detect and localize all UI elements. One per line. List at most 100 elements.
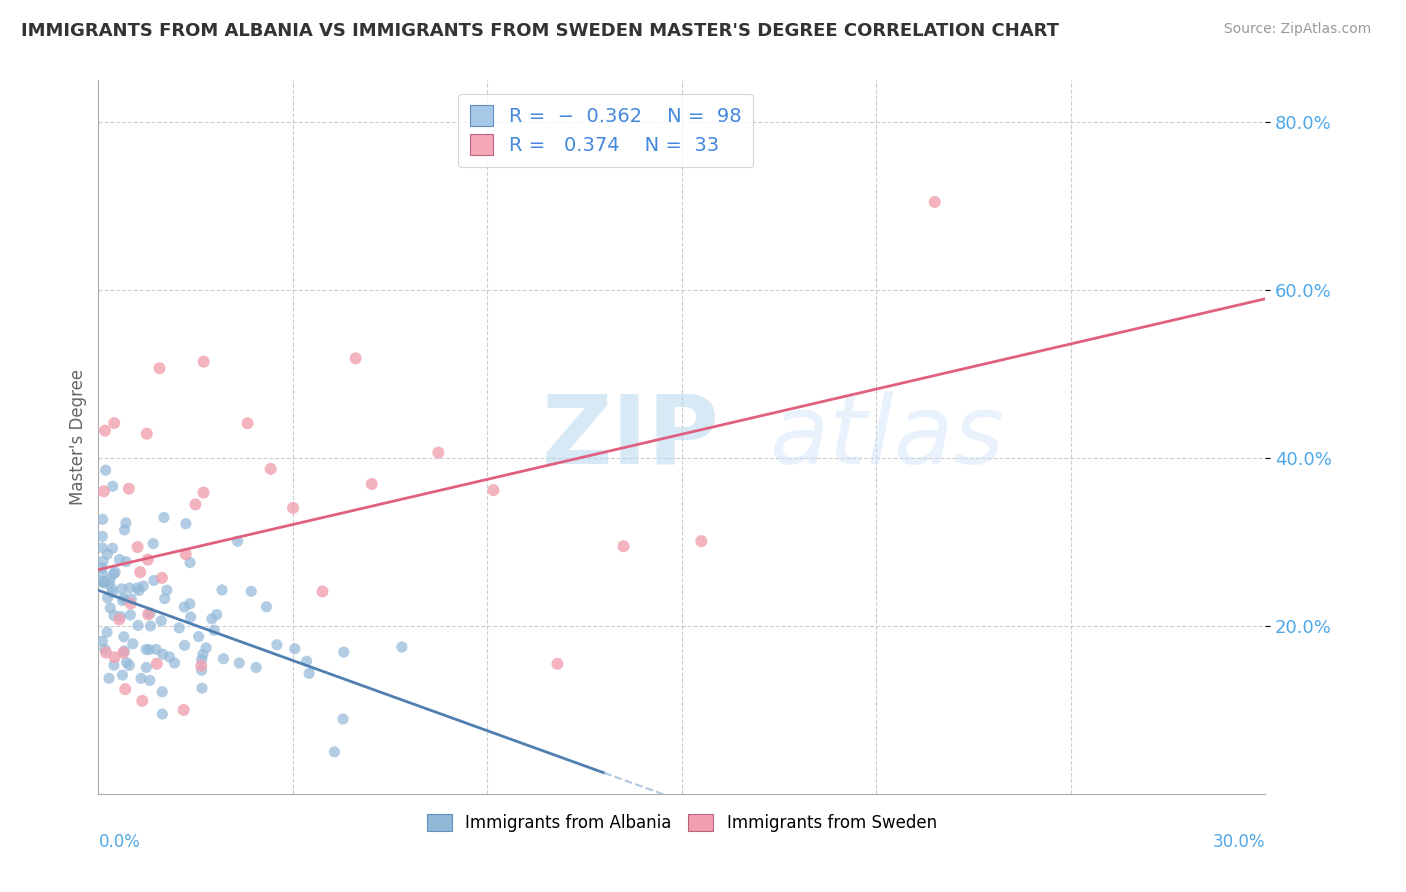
Point: [482, 483, 505, 497]
Point: [136, 552, 159, 566]
Point: [360, 477, 382, 491]
Point: [104, 566, 127, 580]
Point: [311, 584, 333, 599]
Point: [91, 512, 114, 526]
Point: [190, 653, 212, 667]
Point: [202, 624, 225, 638]
Point: [120, 591, 142, 606]
Point: [114, 523, 136, 537]
Point: [131, 694, 153, 708]
Point: [101, 541, 124, 556]
Point: [323, 745, 346, 759]
Point: [122, 637, 145, 651]
Point: [190, 658, 212, 673]
Point: [245, 660, 267, 674]
Text: IMMIGRANTS FROM ALBANIA VS IMMIGRANTS FROM SWEDEN MASTER'S DEGREE CORRELATION CH: IMMIGRANTS FROM ALBANIA VS IMMIGRANTS FR…: [21, 22, 1059, 40]
Point: [179, 556, 201, 570]
Point: [546, 657, 568, 671]
Point: [298, 666, 321, 681]
Point: [295, 654, 318, 668]
Point: [205, 607, 228, 622]
Point: [103, 608, 125, 623]
Point: [240, 584, 263, 599]
Point: [228, 656, 250, 670]
Point: [190, 663, 212, 677]
Point: [112, 591, 135, 605]
Point: [148, 361, 170, 376]
Point: [93, 484, 115, 499]
Point: [127, 581, 149, 595]
Point: [187, 630, 209, 644]
Point: [129, 565, 152, 579]
Point: [132, 579, 155, 593]
Point: [150, 685, 173, 699]
Point: [191, 647, 214, 661]
Point: [142, 574, 165, 588]
Point: [150, 614, 173, 628]
Point: [136, 607, 159, 622]
Point: [93, 576, 115, 591]
Point: [153, 591, 176, 606]
Point: [94, 424, 117, 438]
Point: [91, 634, 114, 648]
Point: [129, 672, 152, 686]
Point: [110, 582, 132, 596]
Point: [259, 462, 281, 476]
Text: 0.0%: 0.0%: [98, 833, 141, 851]
Point: [108, 552, 131, 566]
Point: [96, 625, 118, 640]
Point: [153, 510, 176, 524]
Point: [236, 416, 259, 430]
Text: Source: ZipAtlas.com: Source: ZipAtlas.com: [1223, 22, 1371, 37]
Point: [96, 547, 118, 561]
Point: [180, 610, 202, 624]
Point: [135, 642, 157, 657]
Point: [118, 581, 141, 595]
Point: [226, 534, 249, 549]
Point: [93, 574, 115, 589]
Point: [100, 582, 122, 596]
Point: [142, 536, 165, 550]
Point: [195, 640, 218, 655]
Point: [101, 479, 124, 493]
Point: [391, 640, 413, 654]
Point: [128, 583, 150, 598]
Point: [112, 646, 135, 660]
Point: [284, 641, 307, 656]
Point: [193, 485, 215, 500]
Point: [150, 571, 173, 585]
Point: [91, 561, 114, 575]
Point: [344, 351, 367, 366]
Point: [139, 619, 162, 633]
Point: [120, 597, 142, 611]
Point: [138, 642, 160, 657]
Point: [103, 566, 125, 581]
Point: [114, 644, 136, 658]
Point: [163, 656, 186, 670]
Point: [110, 609, 132, 624]
Point: [332, 712, 354, 726]
Point: [173, 638, 195, 652]
Point: [91, 529, 114, 543]
Point: [135, 426, 157, 441]
Point: [256, 599, 278, 614]
Point: [212, 652, 235, 666]
Point: [118, 482, 141, 496]
Point: [115, 516, 138, 530]
Point: [191, 681, 214, 695]
Point: [146, 657, 169, 671]
Point: [174, 547, 197, 561]
Point: [924, 194, 946, 209]
Point: [115, 555, 138, 569]
Point: [103, 650, 125, 665]
Point: [690, 534, 713, 549]
Point: [139, 673, 162, 688]
Y-axis label: Master's Degree: Master's Degree: [69, 369, 87, 505]
Point: [266, 638, 288, 652]
Point: [167, 621, 190, 635]
Legend: R =  − 0.362    N =  98, R =   0.374    N =  33: R = − 0.362 N = 98, R = 0.374 N = 33: [458, 94, 754, 167]
Point: [94, 642, 117, 657]
Point: [108, 612, 131, 626]
Point: [94, 646, 117, 660]
Point: [98, 671, 121, 685]
